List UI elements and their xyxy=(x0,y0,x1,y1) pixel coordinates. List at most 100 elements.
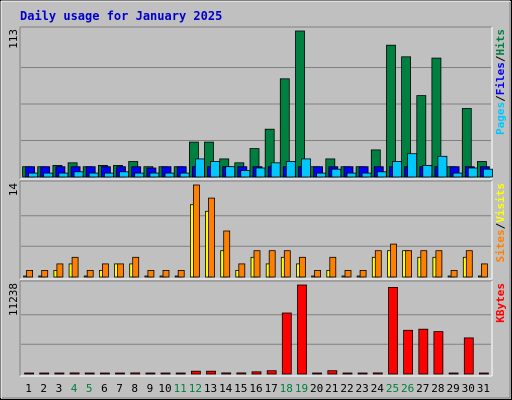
x-axis-tick-labels: 1 2 3 4 5 6 7 8 9 10 11 12 13 14 15 16 17 18 19 20 21 22 23 24 2… xyxy=(25,382,490,395)
bar-kbytes-day-19 xyxy=(297,284,307,375)
x-tick-label-11: 11 xyxy=(174,382,187,395)
bar-pages-day-31 xyxy=(482,168,493,178)
x-tick-label-22: 22 xyxy=(340,382,353,395)
x-tick-label-28: 28 xyxy=(431,382,444,395)
bar-sites-day-3 xyxy=(56,263,64,278)
bar-pages-day-15 xyxy=(240,170,251,178)
x-tick-label-30: 30 xyxy=(462,382,475,395)
axis-legend: Pages/Files/Hits xyxy=(494,29,507,135)
bar-pages-day-11 xyxy=(179,172,190,178)
bar-kbytes-day-10 xyxy=(160,372,171,375)
bar-sites-day-15 xyxy=(238,263,246,278)
x-tick-label-26: 26 xyxy=(401,382,414,395)
panel-hits-files-pages: 113 Pages/Files/Hits xyxy=(7,26,507,180)
bar-hits-day-19 xyxy=(295,30,305,178)
bar-sites-day-6 xyxy=(102,263,109,278)
bar-sites-day-26 xyxy=(405,250,413,278)
bar-kbytes-day-26 xyxy=(403,329,414,375)
bar-kbytes-day-9 xyxy=(145,372,156,375)
bar-pages-day-30 xyxy=(467,167,478,178)
legend-item-1: / xyxy=(494,222,507,229)
x-tick-label-14: 14 xyxy=(219,382,233,395)
x-tick-label-21: 21 xyxy=(325,382,338,395)
bar-pages-day-4 xyxy=(73,171,84,178)
bar-sites-day-12 xyxy=(192,184,200,278)
x-tick-label-18: 18 xyxy=(280,382,293,395)
bar-hits-day-25 xyxy=(386,44,396,178)
bar-sites-day-13 xyxy=(208,197,215,278)
bar-pages-day-28 xyxy=(437,155,448,178)
x-tick-label-2: 2 xyxy=(40,382,47,395)
bar-sites-day-5 xyxy=(86,269,94,278)
bar-kbytes-day-22 xyxy=(342,372,353,375)
bar-kbytes-day-28 xyxy=(433,331,444,375)
bar-kbytes-day-14 xyxy=(221,372,232,375)
bar-kbytes-day-23 xyxy=(357,372,368,375)
x-tick-label-27: 27 xyxy=(416,382,429,395)
bar-pages-day-12 xyxy=(194,158,205,178)
bar-kbytes-day-24 xyxy=(372,372,383,375)
axis-legend: Sites/Visits xyxy=(494,183,507,263)
bar-sites-day-30 xyxy=(465,250,473,278)
bar-sites-day-2 xyxy=(41,269,49,278)
x-tick-label-12: 12 xyxy=(189,382,202,395)
bar-sites-day-18 xyxy=(283,250,291,278)
bar-kbytes-day-1 xyxy=(24,372,35,375)
bar-pages-day-19 xyxy=(301,158,311,178)
y-axis-max-label: 14 xyxy=(7,183,20,197)
bar-pages-day-13 xyxy=(210,161,220,178)
bar-sites-day-24 xyxy=(374,250,382,278)
legend-item-3: / xyxy=(494,55,507,62)
bar-kbytes-day-27 xyxy=(418,328,429,375)
x-tick-label-9: 9 xyxy=(147,382,154,395)
legend-item-4: Hits xyxy=(494,29,507,56)
bar-sites-day-21 xyxy=(329,256,337,278)
x-tick-label-4: 4 xyxy=(71,382,78,395)
bar-kbytes-day-21 xyxy=(327,370,338,375)
x-tick-label-8: 8 xyxy=(131,382,138,395)
bar-pages-day-20 xyxy=(316,172,327,178)
bar-pages-day-27 xyxy=(422,164,433,178)
bar-kbytes-day-15 xyxy=(236,372,247,375)
bar-kbytes-day-16 xyxy=(251,371,262,375)
bar-sites-day-10 xyxy=(162,269,170,278)
bar-pages-day-14 xyxy=(225,166,236,178)
bar-kbytes-day-3 xyxy=(54,372,65,375)
x-tick-label-7: 7 xyxy=(116,382,123,395)
bar-kbytes-day-11 xyxy=(175,372,186,375)
bar-pages-day-8 xyxy=(134,172,145,178)
bar-sites-day-1 xyxy=(26,269,34,278)
bar-kbytes-day-20 xyxy=(312,372,323,375)
bar-pages-day-17 xyxy=(270,162,281,178)
legend-item-1: / xyxy=(494,95,507,102)
legend-item-0: Sites xyxy=(494,229,507,262)
x-tick-label-6: 6 xyxy=(101,382,108,395)
bar-pages-day-24 xyxy=(376,171,387,178)
bar-sites-day-27 xyxy=(420,250,428,278)
x-tick-label-5: 5 xyxy=(86,382,93,395)
bar-kbytes-day-6 xyxy=(100,372,110,375)
bar-sites-day-19 xyxy=(299,256,306,278)
bar-kbytes-day-29 xyxy=(448,372,459,375)
bar-kbytes-day-13 xyxy=(206,370,216,375)
bar-kbytes-day-17 xyxy=(266,370,277,375)
bar-pages-day-3 xyxy=(58,172,69,178)
bar-sites-day-8 xyxy=(132,256,140,278)
bar-pages-day-29 xyxy=(452,172,463,178)
bar-pages-day-23 xyxy=(361,172,372,178)
bar-kbytes-day-4 xyxy=(69,372,80,375)
x-tick-label-15: 15 xyxy=(234,382,247,395)
bar-sites-day-11 xyxy=(177,269,185,278)
bar-sites-day-14 xyxy=(223,230,231,278)
x-tick-label-24: 24 xyxy=(371,382,385,395)
bar-kbytes-day-18 xyxy=(281,312,292,375)
x-tick-label-13: 13 xyxy=(204,382,217,395)
bar-pages-day-7 xyxy=(119,171,129,178)
bar-kbytes-day-25 xyxy=(388,286,398,375)
y-axis-max-label: 113 xyxy=(7,29,20,49)
bar-pages-day-10 xyxy=(164,172,175,178)
bar-sites-day-23 xyxy=(359,269,367,278)
bar-sites-day-25 xyxy=(390,243,397,278)
